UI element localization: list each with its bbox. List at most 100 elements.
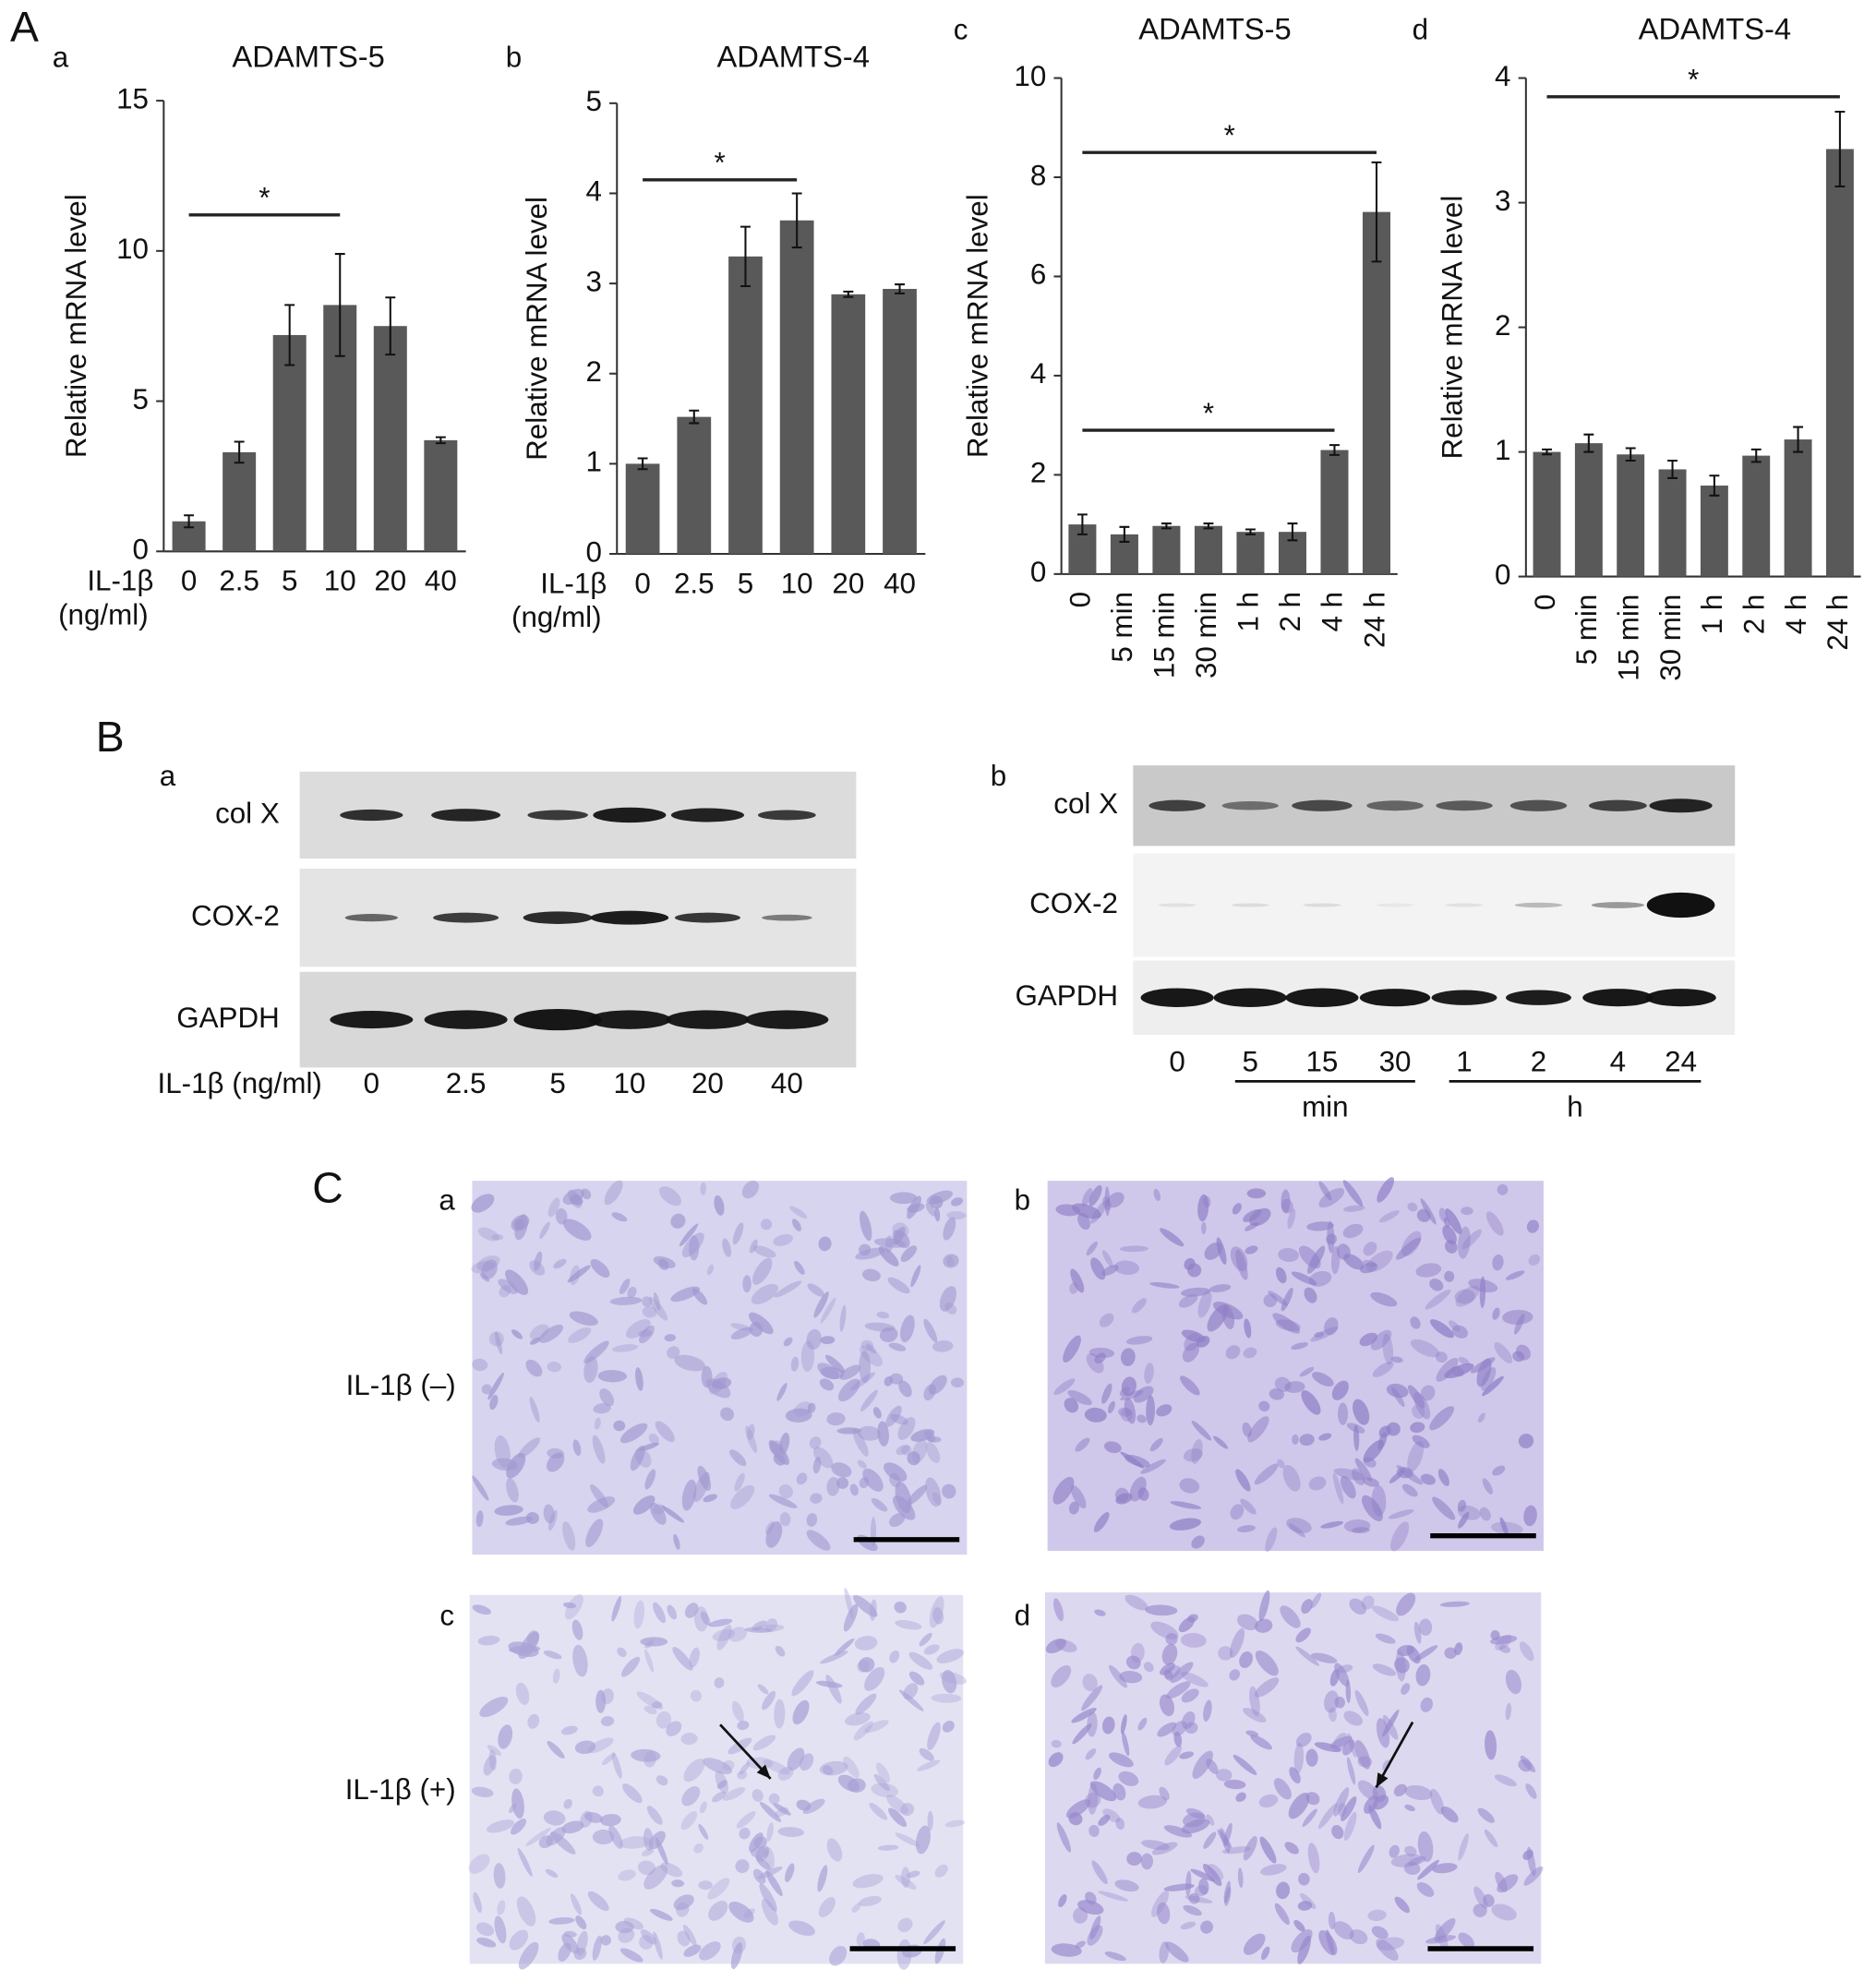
x-tick-label: 20 [374, 565, 406, 597]
cell [511, 1788, 524, 1819]
chart-title: ADAMTS-5 [1138, 12, 1291, 46]
cell [498, 1724, 513, 1749]
bar [1784, 439, 1812, 577]
cell [783, 1337, 793, 1347]
cell [834, 1638, 855, 1656]
cell [1451, 1325, 1468, 1339]
cell [683, 1759, 705, 1783]
cell [929, 1596, 944, 1628]
cell [592, 1435, 606, 1464]
cell [667, 1604, 678, 1620]
lane-label: 1 [1456, 1046, 1472, 1078]
cell [903, 1683, 919, 1700]
cell [1284, 1381, 1305, 1393]
cell [604, 1180, 623, 1206]
cell [932, 1340, 954, 1352]
cell [698, 1823, 709, 1840]
band [1591, 902, 1645, 908]
cell [1118, 1771, 1139, 1786]
cell [1420, 1198, 1437, 1225]
cell [630, 1445, 645, 1471]
cell [1345, 1679, 1352, 1704]
cell [625, 1319, 651, 1339]
cell [1444, 1647, 1457, 1660]
band [527, 810, 588, 821]
cell [817, 1363, 840, 1380]
cell [896, 1444, 910, 1456]
cell [498, 1279, 518, 1294]
cell [1101, 1383, 1112, 1404]
cell [1125, 1336, 1153, 1345]
cell [1393, 1783, 1407, 1797]
cell [1412, 1435, 1430, 1448]
bar [1658, 469, 1687, 577]
cell [1121, 1348, 1136, 1366]
cell [703, 1758, 733, 1774]
cell [569, 1311, 598, 1327]
cell [730, 1327, 753, 1340]
error-bar [895, 283, 905, 294]
band [674, 912, 740, 923]
cell [785, 1863, 795, 1883]
cell [1404, 1845, 1417, 1856]
cell [1274, 1903, 1290, 1926]
cell [499, 1285, 511, 1298]
cell [1144, 1363, 1154, 1385]
bar [625, 463, 660, 555]
cell [1293, 1742, 1305, 1773]
cell [901, 1445, 912, 1456]
cell [1390, 1521, 1410, 1552]
cell [572, 1644, 588, 1677]
cell [1081, 1685, 1103, 1711]
cell [1485, 1730, 1497, 1760]
x-tick-label: 0 [181, 565, 197, 597]
cell [1120, 1714, 1127, 1735]
lane-label: 15 [1305, 1046, 1338, 1078]
band [587, 1010, 671, 1029]
cell [768, 1793, 780, 1805]
cell [1354, 1458, 1373, 1482]
cell [1084, 1407, 1107, 1423]
cell [1258, 1400, 1270, 1412]
error-bar [843, 290, 854, 298]
cell [1184, 1332, 1201, 1351]
cell [722, 1238, 731, 1257]
cell [583, 1356, 598, 1384]
cell [655, 1421, 675, 1443]
cell [1082, 1674, 1098, 1692]
lane-label: 40 [771, 1067, 803, 1099]
cell [621, 1656, 641, 1677]
x-tick-label: 4 h [1317, 592, 1349, 632]
blot-row-label: col X [215, 797, 280, 829]
cell [1518, 1434, 1534, 1449]
cell [1288, 1523, 1305, 1538]
cell [1435, 1924, 1449, 1952]
band [1303, 903, 1341, 907]
cell [558, 1942, 571, 1963]
cell [1200, 1920, 1213, 1934]
cell [1180, 1633, 1207, 1648]
band [424, 1010, 508, 1029]
cell [915, 1825, 931, 1855]
cell [699, 1801, 707, 1814]
cell [919, 1632, 932, 1647]
cell [1275, 1319, 1301, 1332]
cell [1180, 1671, 1209, 1687]
cell [652, 1701, 663, 1709]
bar [1362, 211, 1391, 574]
cell [1235, 1249, 1248, 1280]
cell [932, 1492, 942, 1506]
error-bar [1245, 528, 1256, 535]
cell [910, 1265, 921, 1288]
cell [1145, 1604, 1178, 1616]
bar [1194, 525, 1222, 574]
cell [1216, 1237, 1227, 1265]
cell [1235, 1792, 1246, 1803]
cell [1254, 1677, 1280, 1698]
cell [1342, 1205, 1365, 1212]
cell [873, 1773, 890, 1792]
cell [806, 1513, 818, 1527]
cell [1093, 1512, 1110, 1532]
cell [1403, 1861, 1421, 1876]
cell [749, 1832, 764, 1853]
